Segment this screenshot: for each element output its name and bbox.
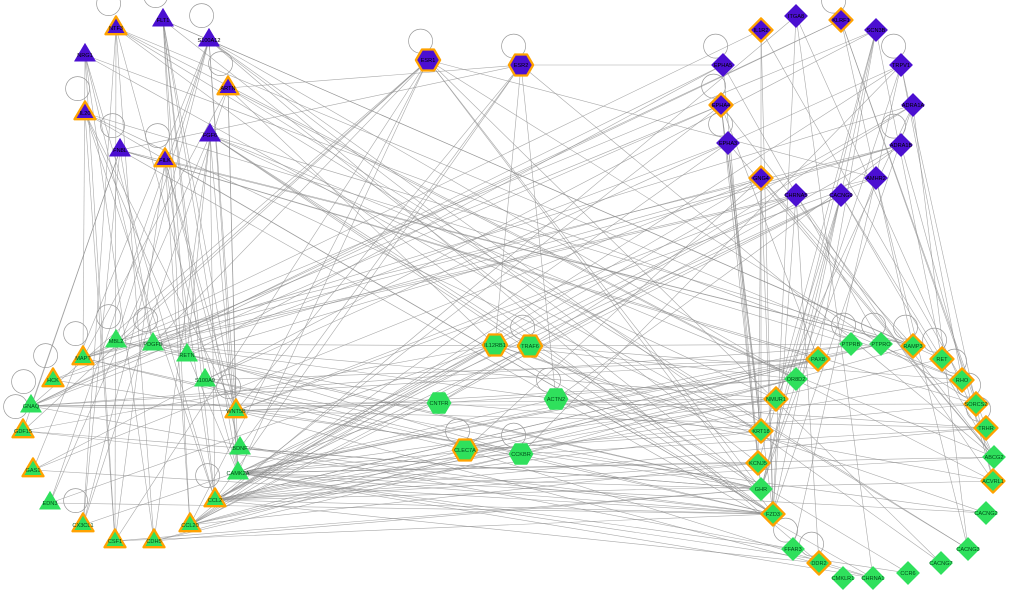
svg-text:ITGA8: ITGA8	[788, 14, 804, 20]
svg-text:CDH5: CDH5	[146, 539, 161, 545]
svg-text:NTF3: NTF3	[109, 26, 123, 32]
svg-text:CCL20: CCL20	[181, 523, 198, 529]
svg-text:GHR: GHR	[755, 487, 767, 493]
svg-text:HCK: HCK	[47, 378, 59, 384]
svg-text:IL1R2: IL1R2	[754, 28, 769, 34]
svg-text:SORCS2: SORCS2	[964, 402, 987, 408]
svg-text:EDN3: EDN3	[43, 501, 58, 507]
svg-text:FFAR3: FFAR3	[784, 547, 801, 553]
svg-text:RHO: RHO	[956, 378, 969, 384]
svg-text:PTPRB: PTPRB	[842, 342, 861, 348]
svg-text:KLRF1: KLRF1	[832, 18, 849, 24]
svg-text:PAX8: PAX8	[811, 357, 825, 363]
svg-text:FN8L: FN8L	[113, 148, 127, 154]
svg-text:CMKLR1: CMKLR1	[832, 576, 855, 582]
svg-text:MAPT: MAPT	[75, 356, 91, 362]
svg-text:CNTFR: CNTFR	[430, 401, 449, 407]
svg-text:CCKBR: CCKBR	[511, 452, 531, 458]
svg-text:GNG4: GNG4	[753, 176, 769, 182]
svg-text:KRT18: KRT18	[752, 429, 769, 435]
svg-text:RAMP3: RAMP3	[903, 344, 922, 350]
svg-text:CLEC7A: CLEC7A	[454, 448, 476, 454]
svg-text:FZD3: FZD3	[766, 512, 780, 518]
svg-text:TRHR: TRHR	[978, 426, 994, 432]
svg-text:OR8D2: OR8D2	[787, 377, 806, 383]
svg-text:CACNG7: CACNG7	[929, 561, 952, 567]
svg-text:GNAQ: GNAQ	[23, 404, 40, 410]
svg-text:S100A12: S100A12	[197, 38, 220, 44]
svg-text:CSF1: CSF1	[108, 539, 122, 545]
svg-text:PDGFB: PDGFB	[143, 342, 163, 348]
svg-text:FLT1: FLT1	[157, 18, 170, 24]
svg-text:IL12RB1: IL12RB1	[484, 343, 506, 349]
svg-text:GAS1: GAS1	[26, 468, 41, 474]
svg-text:TRPV1: TRPV1	[892, 63, 910, 69]
svg-text:RETN: RETN	[179, 353, 194, 359]
svg-text:RET: RET	[936, 357, 948, 363]
svg-text:AMHR2: AMHR2	[866, 176, 886, 182]
svg-text:FILK: FILK	[159, 158, 171, 164]
svg-text:NRG1: NRG1	[77, 53, 93, 59]
svg-text:IL20: IL20	[80, 111, 91, 117]
svg-text:S100A9: S100A9	[195, 378, 215, 384]
svg-text:ESR2: ESR2	[514, 63, 529, 69]
svg-text:CCR6: CCR6	[900, 571, 915, 577]
svg-text:ESR1: ESR1	[421, 58, 436, 64]
svg-text:CACNG9: CACNG9	[829, 193, 852, 199]
svg-text:ACVRL1: ACVRL1	[982, 479, 1004, 485]
svg-text:DDR2: DDR2	[811, 561, 826, 567]
svg-text:CAMK2A: CAMK2A	[226, 471, 249, 477]
svg-text:CHRNA5: CHRNA5	[784, 193, 807, 199]
svg-text:CX3CL1: CX3CL1	[72, 523, 93, 529]
svg-text:WNT5B: WNT5B	[226, 409, 246, 415]
svg-text:MBL2: MBL2	[109, 339, 124, 345]
svg-text:CHRNA1: CHRNA1	[861, 576, 884, 582]
svg-text:TRAF6: TRAF6	[521, 344, 539, 350]
svg-text:KCNJ5: KCNJ5	[749, 461, 767, 467]
svg-text:FGF6: FGF6	[203, 133, 217, 139]
svg-text:GDF15: GDF15	[14, 429, 32, 435]
svg-text:BDNF: BDNF	[232, 446, 248, 452]
svg-text:ARTN: ARTN	[220, 86, 235, 92]
svg-text:EPHA3: EPHA3	[719, 141, 737, 147]
svg-text:SCN3B: SCN3B	[867, 28, 886, 34]
svg-text:EPHA4: EPHA4	[712, 103, 730, 109]
svg-text:NMUR1: NMUR1	[766, 397, 786, 403]
svg-text:CACNG2: CACNG2	[974, 511, 997, 517]
svg-text:ADRA1B: ADRA1B	[890, 143, 913, 149]
svg-text:ADRA1A: ADRA1A	[902, 103, 925, 109]
svg-text:EPHA5: EPHA5	[714, 63, 732, 69]
svg-text:ABCG2: ABCG2	[985, 455, 1004, 461]
svg-text:PTPRO: PTPRO	[871, 342, 891, 348]
svg-text:CCL2: CCL2	[208, 498, 222, 504]
svg-text:CACNG3: CACNG3	[956, 547, 979, 553]
svg-text:ACTN2: ACTN2	[547, 397, 565, 403]
